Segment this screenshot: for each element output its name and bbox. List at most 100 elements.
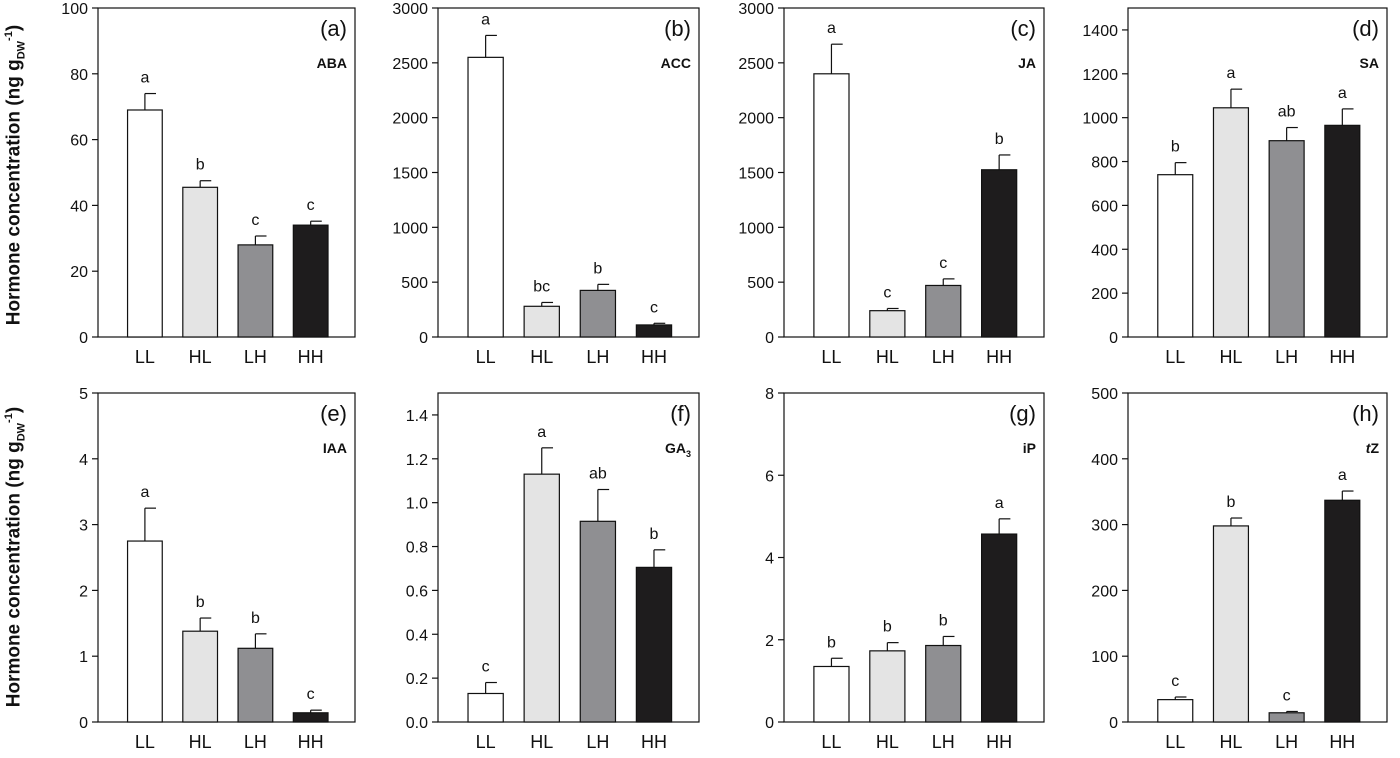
x-tick-label-HL: HL <box>1219 732 1242 752</box>
y-tick-label: 4 <box>79 452 88 469</box>
y-tick-label: 0 <box>765 330 774 347</box>
y-tick-label: 1.0 <box>406 496 428 513</box>
significance-letter-HH: c <box>307 686 315 703</box>
significance-letter-HH: b <box>650 526 659 543</box>
y-tick-label: 8 <box>765 386 774 403</box>
significance-letter-HL: a <box>1226 65 1235 82</box>
y-tick-label: 1000 <box>738 220 774 237</box>
bar-LL <box>1157 174 1194 338</box>
y-tick-label: 40 <box>70 198 88 215</box>
y-tick-label: 0 <box>419 330 428 347</box>
significance-letter-LL: c <box>482 659 490 676</box>
x-tick-label-LH: LH <box>1275 347 1298 367</box>
y-tick-label: 1400 <box>1082 23 1118 40</box>
bar-LH <box>1268 712 1305 723</box>
x-tick-label-LL: LL <box>821 732 841 752</box>
y-tick-label: 1000 <box>1082 111 1118 128</box>
x-tick-label-HL: HL <box>189 732 212 752</box>
y-tick-label: 3 <box>79 518 88 535</box>
panel-label: (e) <box>320 401 347 426</box>
y-tick-label: 0.4 <box>406 627 428 644</box>
significance-letter-HL: b <box>883 619 892 636</box>
hormone-label: IAA <box>323 440 347 456</box>
bar-LL <box>126 540 163 723</box>
panel-label: (h) <box>1352 401 1379 426</box>
y-tick-label: 400 <box>1091 242 1118 259</box>
panel-label: (c) <box>1010 16 1036 41</box>
y-tick-label: 500 <box>401 275 428 292</box>
y-tick-label: 0.0 <box>406 715 428 732</box>
y-tick-label: 1500 <box>392 166 428 183</box>
significance-letter-LL: b <box>827 634 836 651</box>
bar-LH <box>237 244 274 338</box>
y-tick-label: 600 <box>1091 198 1118 215</box>
significance-letter-LL: a <box>827 20 836 37</box>
x-tick-label-HH: HH <box>986 347 1012 367</box>
x-tick-label-LH: LH <box>244 347 267 367</box>
bar-HL <box>182 186 219 338</box>
y-tick-label: 300 <box>1091 518 1118 535</box>
y-tick-label: 0 <box>765 715 774 732</box>
panel-label: (f) <box>670 401 691 426</box>
y-tick-label: 100 <box>1091 649 1118 666</box>
x-tick-label-HH: HH <box>986 732 1012 752</box>
bar-LH <box>1268 140 1305 338</box>
significance-letter-LH: b <box>939 612 948 629</box>
significance-letter-HH: a <box>1338 467 1347 484</box>
x-tick-label-LH: LH <box>1275 732 1298 752</box>
bar-HL <box>523 305 560 338</box>
x-tick-label-LH: LH <box>586 732 609 752</box>
bar-HL <box>869 310 906 338</box>
significance-letter-HL: b <box>196 157 205 174</box>
significance-letter-LH: c <box>939 255 947 272</box>
hormone-label: JA <box>1018 55 1036 71</box>
y-tick-label: 0 <box>1109 715 1118 732</box>
x-tick-label-LL: LL <box>1165 347 1185 367</box>
y-tick-label: 200 <box>1091 286 1118 303</box>
bar-LL <box>813 73 850 338</box>
hormone-label: GA3 <box>665 440 691 459</box>
y-tick-label: 200 <box>1091 583 1118 600</box>
x-tick-label-HL: HL <box>530 732 553 752</box>
bar-HL <box>1212 107 1250 338</box>
significance-letter-LL: c <box>1171 673 1179 690</box>
bar-LH <box>925 644 962 723</box>
panel-label: (a) <box>320 16 347 41</box>
bar-HH <box>1324 124 1361 338</box>
significance-letter-HL: a <box>537 424 546 441</box>
hormone-label: iP <box>1023 440 1036 456</box>
y-tick-label: 1000 <box>392 220 428 237</box>
x-tick-label-LH: LH <box>244 732 267 752</box>
bar-LL <box>467 56 504 338</box>
significance-letter-LL: b <box>1171 139 1180 156</box>
x-tick-label-HL: HL <box>1219 347 1242 367</box>
x-tick-label-LH: LH <box>932 347 955 367</box>
y-tick-label: 3000 <box>738 1 774 18</box>
y-tick-label: 20 <box>70 264 88 281</box>
chart-panel-g: 0 2 4 6 8 b LL b HL b LH a HH (g) iP <box>765 386 1045 752</box>
significance-letter-HH: a <box>995 495 1004 512</box>
y-tick-label: 4 <box>765 551 774 568</box>
x-tick-label-LL: LL <box>476 732 496 752</box>
x-tick-label-LL: LL <box>135 732 155 752</box>
y-tick-label: 500 <box>1091 386 1118 403</box>
plot-frame <box>1127 7 1388 338</box>
significance-letter-LH: ab <box>1278 104 1296 121</box>
x-tick-label-HH: HH <box>1329 732 1355 752</box>
bar-HH <box>980 533 1018 723</box>
bar-HH <box>635 324 673 338</box>
y-tick-label: 1500 <box>738 166 774 183</box>
y-tick-label: 400 <box>1091 452 1118 469</box>
y-tick-label: 100 <box>61 1 88 18</box>
hormone-label: SA <box>1360 55 1379 71</box>
y-tick-label: 2000 <box>392 111 428 128</box>
panel-label: (d) <box>1352 16 1379 41</box>
significance-letter-LH: c <box>1283 687 1291 704</box>
y-tick-label: 0.2 <box>406 671 428 688</box>
x-tick-label-HH: HH <box>298 347 324 367</box>
significance-letter-HL: b <box>196 594 205 611</box>
bar-LL <box>1157 699 1194 723</box>
bar-LL <box>467 692 504 723</box>
bar-HL <box>1212 525 1250 723</box>
